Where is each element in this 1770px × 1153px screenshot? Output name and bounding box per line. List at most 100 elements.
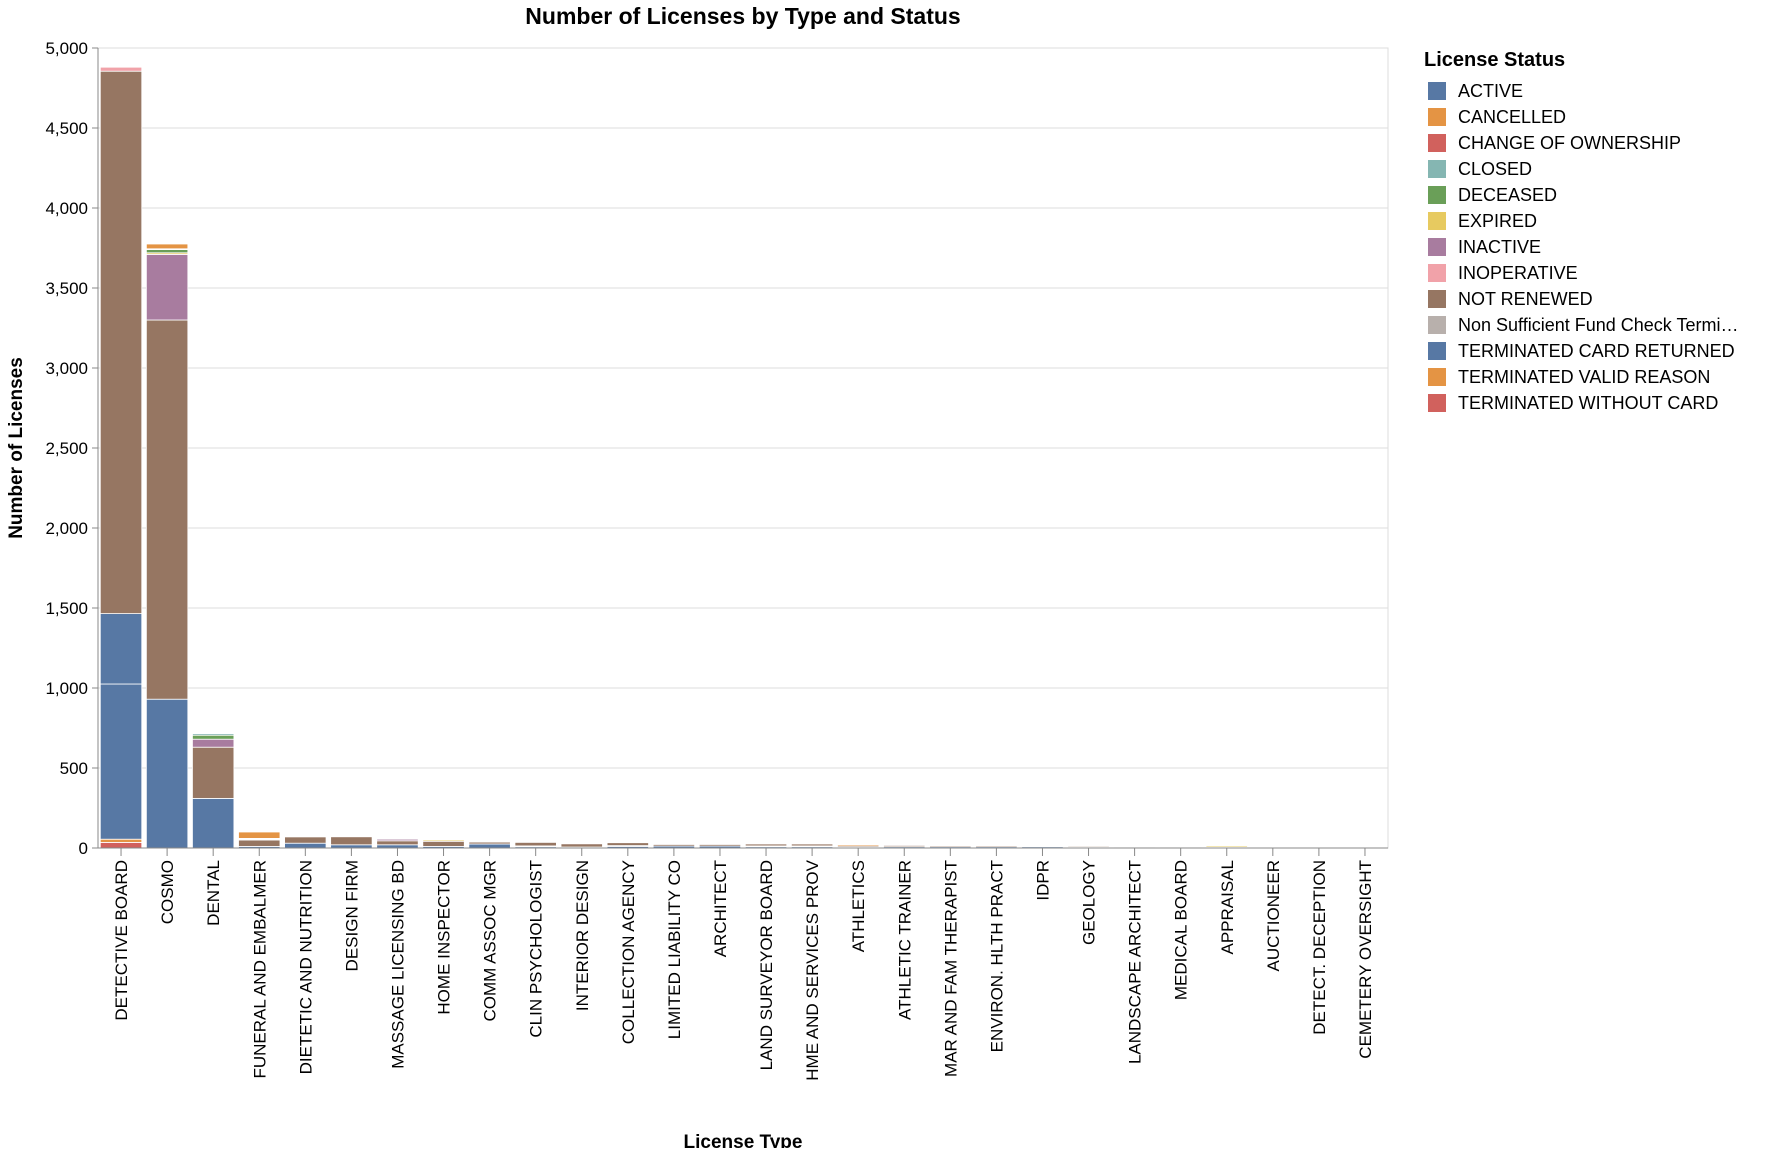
legend-item: TERMINATED VALID REASON <box>1428 367 1710 387</box>
bar-stack <box>422 839 465 849</box>
legend-label: CHANGE OF OWNERSHIP <box>1458 133 1681 153</box>
bar-segment <box>99 613 143 685</box>
bar-segment <box>376 840 419 846</box>
legend-label: EXPIRED <box>1458 211 1537 231</box>
bar-segment <box>376 838 419 842</box>
legend-item: TERMINATED CARD RETURNED <box>1428 341 1735 361</box>
legend-swatch <box>1428 238 1446 256</box>
bar-segment <box>99 70 143 615</box>
bar-segment <box>422 840 465 847</box>
y-tick-label: 4,000 <box>45 199 88 218</box>
bar-segment <box>284 835 327 838</box>
legend-item: CLOSED <box>1428 159 1532 179</box>
bar-segment <box>145 698 189 849</box>
x-tick-label: DETECTIVE BOARD <box>112 860 131 1021</box>
legend-label: CLOSED <box>1458 159 1532 179</box>
legend-title: License Status <box>1424 49 1565 71</box>
bar-segment <box>99 838 143 843</box>
legend-label: TERMINATED CARD RETURNED <box>1458 341 1735 361</box>
legend-item: TERMINATED WITHOUT CARD <box>1428 393 1718 413</box>
legend-item: CANCELLED <box>1428 107 1566 127</box>
bar-stack <box>145 243 189 849</box>
bar-segment <box>192 798 235 849</box>
bar-segment <box>422 839 465 842</box>
y-tick-label: 5,000 <box>45 39 88 58</box>
bar-segment <box>606 842 649 846</box>
y-tick-label: 3,000 <box>45 359 88 378</box>
bar-stack <box>698 844 742 849</box>
bar-segment <box>1205 845 1248 848</box>
x-tick-label: INTERIOR DESIGN <box>573 860 592 1011</box>
x-tick-label: CLIN PSYCHOLOGIST <box>527 860 546 1038</box>
bar-stack <box>606 842 649 849</box>
bar-segment <box>145 253 189 321</box>
x-tick-label: HME AND SERVICES PROV <box>803 859 822 1080</box>
chart-title: Number of Licenses by Type and Status <box>525 3 960 29</box>
x-tick-label: ARCHITECT <box>711 860 730 957</box>
bars <box>99 66 1387 849</box>
x-tick-label: IDPR <box>1033 860 1052 901</box>
bar-segment <box>99 683 143 840</box>
axes: 0 500 1,000 1,500 2,000 2,500 3,000 3,500 4,000 4… <box>45 39 1388 1081</box>
bar-segment <box>837 844 880 847</box>
gridlines <box>97 47 1389 849</box>
legend-label: ACTIVE <box>1458 81 1523 101</box>
legend-label: INOPERATIVE <box>1458 263 1578 283</box>
bar-segment <box>99 66 143 72</box>
x-tick-label: COLLECTION AGENCY <box>619 860 638 1044</box>
bar-segment <box>975 845 1018 848</box>
bar-segment <box>284 842 327 849</box>
bar-segment <box>145 249 189 254</box>
bar-stack <box>192 733 235 849</box>
bar-segment <box>192 746 235 799</box>
bar-stack <box>514 842 557 849</box>
x-tick-label: ATHLETIC TRAINER <box>895 860 914 1020</box>
legend-item: Non Sufficient Fund Check Termi… <box>1428 315 1738 335</box>
legend-item: CHANGE OF OWNERSHIP <box>1428 133 1681 153</box>
y-tick-label: 1,500 <box>45 599 88 618</box>
legend-item: INOPERATIVE <box>1428 263 1578 283</box>
bar-segment <box>698 844 742 847</box>
legend: License Status ACTIVE CANCELLED CHANGE OF … <box>1424 49 1738 413</box>
y-tick-label: 2,000 <box>45 519 88 538</box>
legend-swatch <box>1428 290 1446 308</box>
y-tick-label: 500 <box>60 759 88 778</box>
x-tick-label: LIMITED LIABILITY CO <box>665 860 684 1039</box>
legend-label: TERMINATED VALID REASON <box>1458 367 1710 387</box>
bar-segment <box>1021 845 1064 848</box>
x-tick-label: DETECT. DECEPTION <box>1310 860 1329 1035</box>
bar-segment <box>468 840 511 843</box>
legend-item: INACTIVE <box>1428 237 1541 257</box>
legend-label: NOT RENEWED <box>1458 289 1593 309</box>
y-tick-label: 4,500 <box>45 119 88 138</box>
bar-stack <box>330 836 373 849</box>
legend-label: DECEASED <box>1458 185 1557 205</box>
legend-swatch <box>1428 134 1446 152</box>
bar-stack <box>99 66 143 849</box>
legend-swatch <box>1428 108 1446 126</box>
bar-stack <box>284 835 327 849</box>
bar-segment <box>145 243 189 250</box>
legend-swatch <box>1428 82 1446 100</box>
x-tick-label: LAND SURVEYOR BOARD <box>757 860 776 1070</box>
x-tick-label: AUCTIONEER <box>1264 860 1283 971</box>
bar-segment <box>238 831 281 839</box>
bar-segment <box>192 733 235 736</box>
y-tick-label: 0 <box>79 839 88 858</box>
x-tick-label: MASSAGE LICENSING BD <box>388 860 407 1069</box>
legend-item: NOT RENEWED <box>1428 289 1593 309</box>
bar-stack <box>376 838 419 849</box>
legend-item: ACTIVE <box>1428 81 1523 101</box>
legend-label: CANCELLED <box>1458 107 1566 127</box>
bar-stack <box>744 843 788 849</box>
x-tick-label: DENTAL <box>204 860 223 926</box>
legend-swatch <box>1428 186 1446 204</box>
bar-segment <box>514 842 557 847</box>
x-tick-label: MAR AND FAM THERAPIST <box>941 860 960 1077</box>
x-tick-label: LANDSCAPE ARCHITECT <box>1126 860 1145 1064</box>
y-tick-label: 2,500 <box>45 439 88 458</box>
legend-label: Non Sufficient Fund Check Termi… <box>1458 315 1738 335</box>
bar-segment <box>883 845 926 848</box>
